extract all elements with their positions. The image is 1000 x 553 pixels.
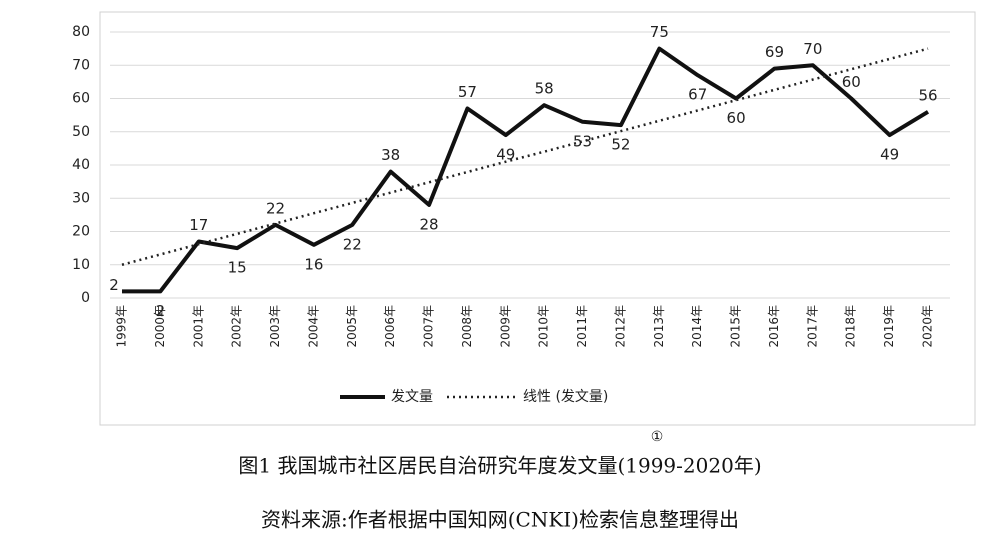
data-label: 16	[304, 255, 323, 273]
x-tick-label: 1999年	[115, 305, 129, 348]
data-label: 38	[381, 146, 400, 164]
data-label: 58	[535, 80, 554, 98]
x-tick-label: 2000年	[153, 305, 167, 348]
y-tick-label: 20	[72, 224, 90, 240]
x-tick-label: 2019年	[882, 305, 896, 348]
data-label: 2	[156, 302, 166, 320]
x-tick-label: 2004年	[306, 305, 320, 348]
y-tick-label: 60	[72, 91, 90, 107]
y-tick-label: 30	[72, 190, 90, 206]
data-label: 70	[803, 40, 822, 58]
data-label: 60	[727, 109, 746, 127]
x-tick-label: 2020年	[921, 305, 935, 348]
legend-label: 发文量	[391, 389, 433, 405]
data-label: 60	[842, 73, 861, 91]
x-tick-label: 2013年	[652, 305, 666, 348]
x-tick-label: 2012年	[613, 305, 627, 348]
chart-frame	[99, 11, 976, 426]
data-label: 52	[611, 136, 630, 154]
x-tick-label: 2018年	[844, 305, 858, 348]
x-tick-label: 2008年	[460, 305, 474, 348]
caption: 图1 我国城市社区居民自治研究年度发文量(1999-2020年)	[238, 454, 761, 478]
y-tick-label: 10	[72, 257, 90, 273]
data-label: 2	[109, 276, 119, 294]
data-label: 17	[189, 216, 208, 234]
y-tick-label: 40	[72, 157, 90, 173]
data-label: 49	[880, 146, 899, 164]
data-label: 22	[343, 235, 362, 253]
data-label: 57	[458, 83, 477, 101]
footnote-mark: ①	[651, 429, 664, 445]
x-tick-label: 2010年	[537, 305, 551, 348]
data-label: 28	[420, 215, 439, 233]
data-label: 69	[765, 43, 784, 61]
y-tick-label: 70	[72, 57, 90, 73]
y-tick-label: 80	[72, 24, 90, 40]
x-tick-label: 2014年	[690, 305, 704, 348]
x-tick-label: 2007年	[422, 305, 436, 348]
source: 资料来源:作者根据中国知网(CNKI)检索信息整理得出	[261, 508, 739, 532]
x-tick-label: 2006年	[383, 305, 397, 348]
x-tick-label: 2017年	[805, 305, 819, 348]
data-label: 15	[228, 259, 247, 277]
x-tick-label: 2009年	[498, 305, 512, 348]
legend-label: 线性 (发文量)	[523, 389, 608, 405]
data-label: 49	[496, 146, 515, 164]
y-tick-label: 50	[72, 124, 90, 140]
x-tick-label: 2005年	[345, 305, 359, 348]
data-label: 22	[266, 199, 285, 217]
y-tick-label: 0	[81, 290, 90, 306]
x-tick-label: 2003年	[268, 305, 282, 348]
x-tick-label: 2011年	[575, 305, 589, 348]
x-tick-label: 2002年	[230, 305, 244, 348]
data-line	[122, 46, 930, 294]
data-label: 53	[573, 132, 592, 150]
trend-line	[121, 47, 929, 266]
data-label: 67	[688, 86, 707, 104]
data-label: 75	[650, 23, 669, 41]
x-tick-label: 2001年	[191, 305, 205, 348]
data-label: 56	[918, 86, 937, 104]
x-tick-label: 2016年	[767, 305, 781, 348]
x-tick-label: 2015年	[729, 305, 743, 348]
